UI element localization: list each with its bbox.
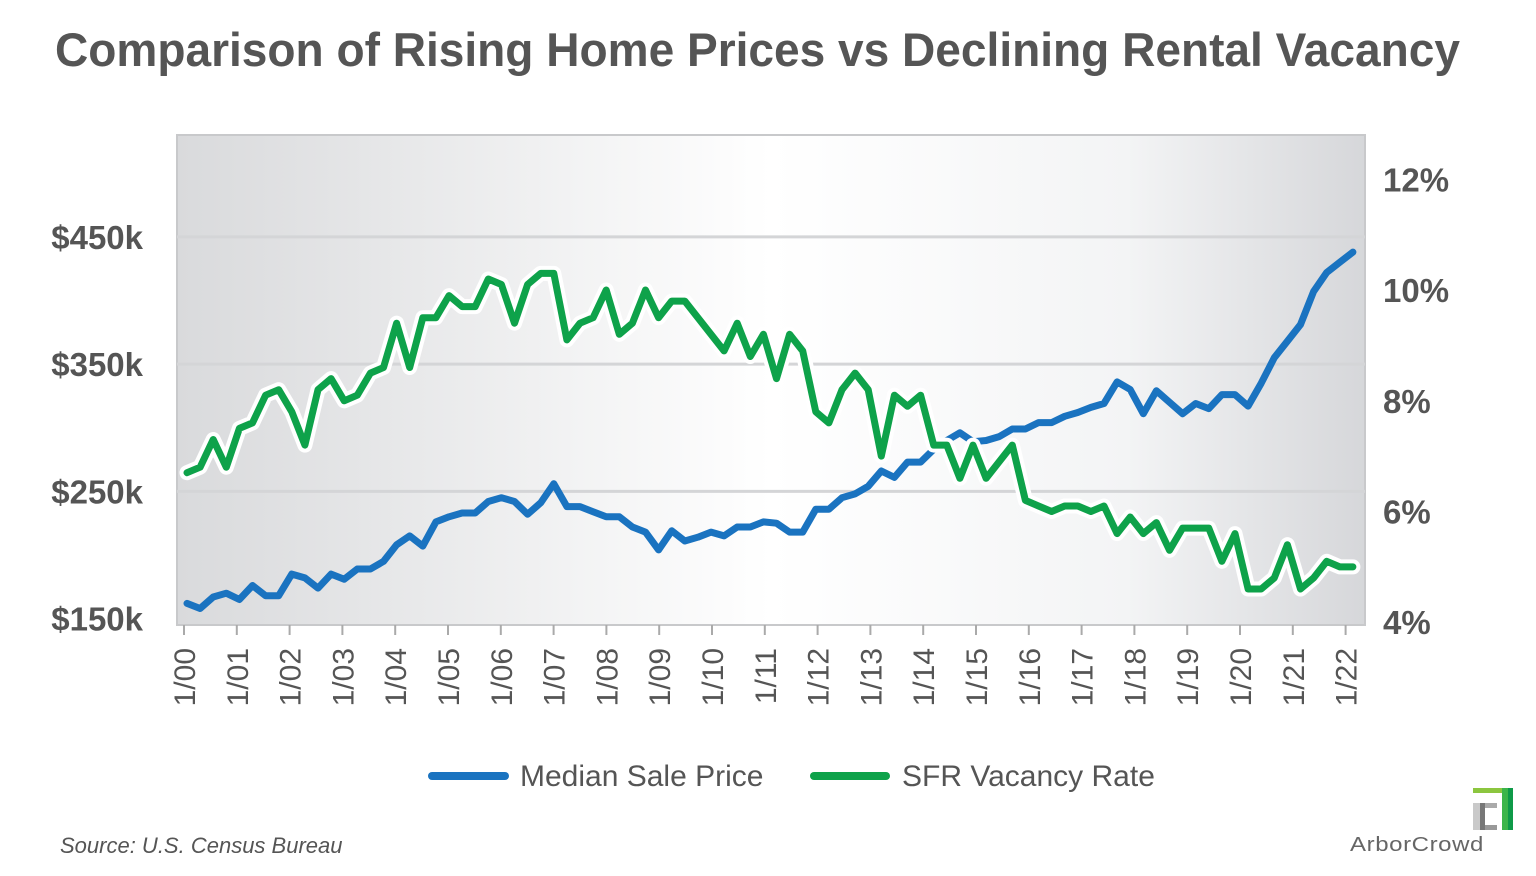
x-tick-label: 1/01: [222, 648, 255, 706]
x-tick-label: 1/16: [1014, 648, 1047, 706]
legend-label-sfr-vacancy-rate: SFR Vacancy Rate: [902, 760, 1155, 793]
legend: Median Sale Price SFR Vacancy Rate: [428, 760, 1155, 793]
x-tick-label: 1/17: [1067, 648, 1100, 706]
series-sfr-vacancy-rate: [179, 265, 1361, 597]
x-tick-label: 1/08: [591, 648, 624, 706]
left-tick-label: $450k: [51, 219, 143, 256]
x-tick-label: 1/19: [1172, 648, 1205, 706]
right-tick-label: 10%: [1383, 272, 1449, 309]
x-tick-label: 1/07: [539, 648, 572, 706]
x-tick-label: 1/21: [1278, 648, 1311, 706]
x-tick-label: 1/20: [1225, 648, 1258, 706]
x-tick-label: 1/06: [486, 648, 519, 706]
x-axis: 1/00 1/01 1/02 1/03 1/04 1/05 1/06 1/07 1/08 1/09…: [169, 625, 1364, 706]
x-tick-label: 1/22: [1331, 648, 1364, 706]
arborcrowd-logo: ArborCrowd: [1350, 788, 1513, 856]
brand-name: ArborCrowd: [1350, 834, 1484, 856]
x-tick-label: 1/15: [961, 648, 994, 706]
right-tick-label: 8%: [1383, 383, 1431, 420]
x-tick-label: 1/14: [908, 648, 941, 706]
x-tick-label: 1/05: [433, 648, 466, 706]
chart-title: Comparison of Rising Home Prices vs Decl…: [55, 23, 1460, 76]
x-tick-label: 1/04: [380, 648, 413, 706]
left-axis: $150k $250k $350k $450k: [51, 219, 143, 638]
x-tick-label: 1/18: [1119, 648, 1152, 706]
source-note: Source: U.S. Census Bureau: [60, 833, 342, 858]
legend-label-median-sale-price: Median Sale Price: [520, 760, 763, 793]
x-tick-label: 1/11: [750, 648, 783, 704]
x-tick-label: 1/10: [697, 648, 730, 706]
series-median-sale-price: [183, 248, 1357, 612]
right-tick-label: 4%: [1383, 604, 1431, 641]
x-tick-label: 1/09: [644, 648, 677, 706]
right-tick-label: 12%: [1383, 161, 1449, 198]
right-axis: 4% 6% 8% 10% 12%: [1383, 161, 1449, 641]
right-tick-label: 6%: [1383, 493, 1431, 530]
x-tick-label: 1/03: [327, 648, 360, 706]
series-lines: [179, 248, 1361, 612]
x-tick-label: 1/12: [803, 648, 836, 706]
left-tick-label: $250k: [51, 473, 143, 510]
left-tick-label: $350k: [51, 346, 143, 383]
x-tick-label: 1/02: [275, 648, 308, 706]
left-tick-label: $150k: [51, 601, 143, 638]
series-line: [183, 269, 1357, 593]
series-line: [183, 248, 1357, 612]
x-tick-label: 1/00: [169, 648, 202, 706]
x-tick-label: 1/13: [855, 648, 888, 706]
